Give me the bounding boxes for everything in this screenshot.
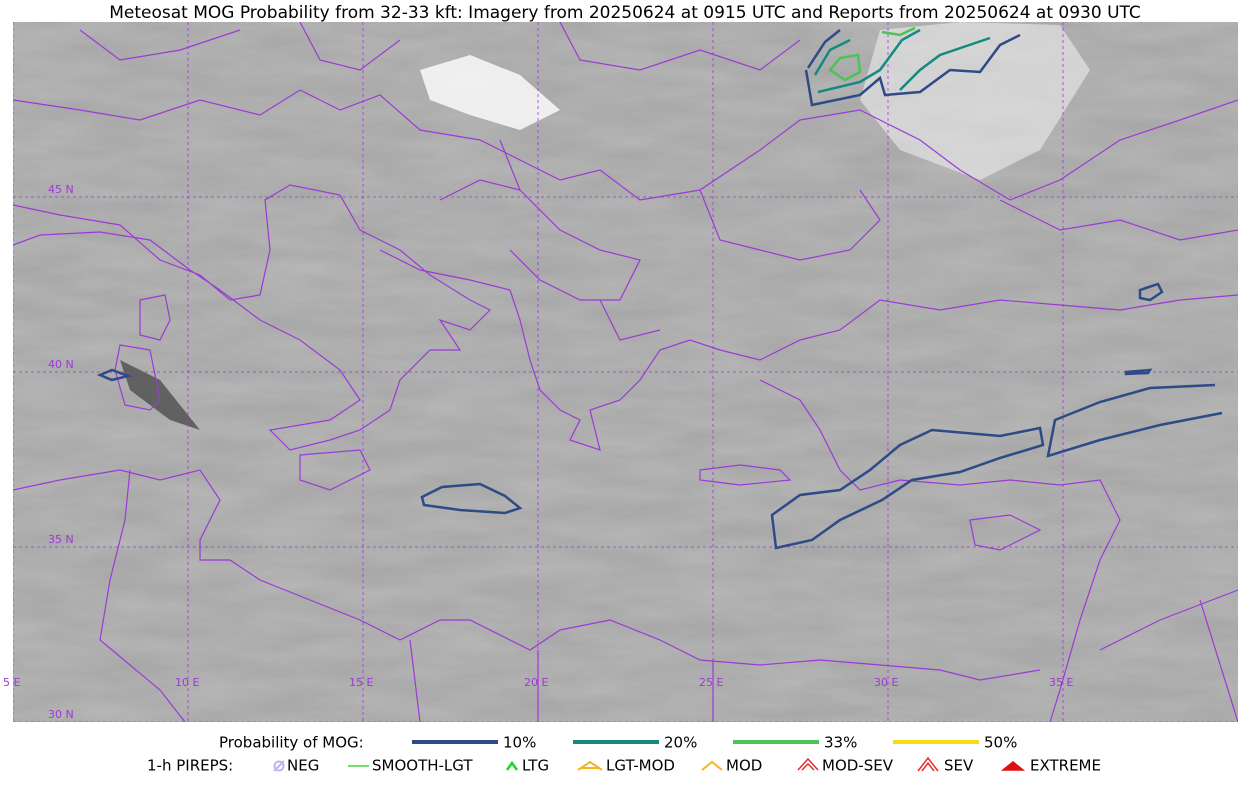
coastline (379, 249, 1238, 451)
pirep-icon (273, 760, 285, 772)
coastline (759, 379, 1121, 722)
lat-label: 30 N (48, 708, 74, 721)
lon-label: 5 E (3, 676, 20, 689)
legend-entry: 33% (824, 734, 857, 752)
title: Meteosat MOG Probability from 32-33 kft:… (109, 3, 1141, 23)
pirep-icon (577, 760, 603, 771)
lon-label: 30 E (874, 676, 898, 689)
legend-heading: Probability of MOG: (219, 734, 364, 752)
contour-10 (804, 29, 1021, 107)
pireps-legend: 1-h PIREPS: NEG SMOOTH-LGT LTG LGT-MOD M… (147, 757, 1101, 775)
legend-entry: LTG (522, 757, 549, 775)
lon-label: 20 E (524, 676, 548, 689)
contour-10 (1046, 383, 1223, 458)
border (13, 89, 1238, 201)
pirep-icon (701, 760, 723, 771)
mog-contours (96, 26, 1223, 550)
legend-entry: SEV (944, 757, 974, 775)
coastline (299, 449, 371, 491)
legend-entry: MOD (726, 757, 762, 775)
pirep-icon (1000, 761, 1026, 771)
coastline (13, 469, 1041, 681)
coastline (699, 464, 792, 486)
legend-entry: 20% (664, 734, 697, 752)
legend-entry: 50% (984, 734, 1017, 752)
cloud (860, 22, 1090, 180)
legend-entry: SMOOTH-LGT (372, 757, 473, 775)
pirep-icon (273, 760, 285, 772)
lon-label: 25 E (699, 676, 723, 689)
cloud (420, 55, 560, 130)
legend-entry: 10% (503, 734, 536, 752)
graticule (13, 22, 1238, 722)
pirep-icon (797, 757, 819, 771)
lon-label: 10 E (175, 676, 199, 689)
lat-label: 40 N (48, 358, 74, 371)
legend-entry: EXTREME (1030, 757, 1101, 775)
legend-heading: 1-h PIREPS: (147, 757, 233, 775)
coastline (969, 514, 1042, 551)
cloud-shadow (120, 360, 200, 430)
contour-33 (828, 26, 916, 82)
lat-label: 45 N (48, 183, 74, 196)
coastline (13, 184, 492, 451)
contour-10 (420, 482, 523, 515)
contour-10 (96, 282, 1164, 382)
pirep-icon (917, 756, 939, 772)
lat-label: 35 N (48, 533, 74, 546)
geo-labels: 45 N 40 N 35 N 30 N 5 E 10 E 15 E 20 E 2… (3, 183, 1073, 721)
border (79, 22, 1238, 241)
legend-entry: NEG (287, 757, 319, 775)
lon-label: 15 E (349, 676, 373, 689)
contour-10 (770, 426, 1045, 550)
contour-20 (813, 28, 991, 94)
lon-label: 35 E (1049, 676, 1073, 689)
pirep-icon (505, 760, 519, 771)
map (13, 22, 1238, 722)
border (439, 139, 881, 341)
probability-legend: Probability of MOG: 10% 20% 33% 50% (219, 734, 1017, 752)
legend-entry: LGT-MOD (606, 757, 675, 775)
legend-entry: MOD-SEV (822, 757, 894, 775)
